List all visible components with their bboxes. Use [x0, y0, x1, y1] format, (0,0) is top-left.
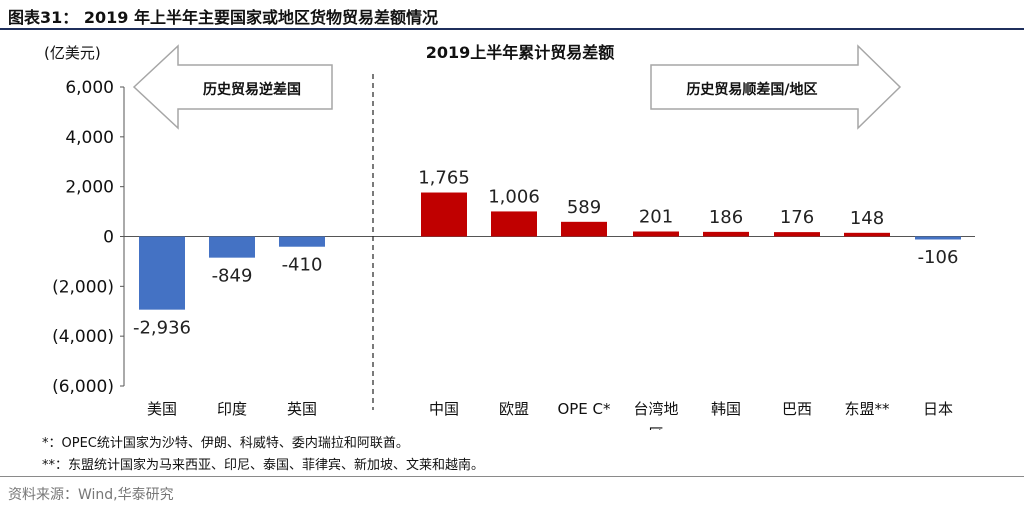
bar-日本: [915, 236, 961, 240]
value-label: 176: [780, 207, 814, 228]
surplus-group-label: 历史贸易顺差国/地区: [686, 81, 817, 98]
value-label: -106: [918, 247, 959, 268]
y-tick-label: 6,000: [65, 78, 114, 98]
footnote-asean: **：东盟统计国家为马来西亚、印尼、泰国、菲律宾、新加坡、文莱和越南。: [42, 458, 485, 473]
value-label: -410: [282, 255, 323, 276]
y-tick-label: 4,000: [65, 128, 114, 148]
category-label: 巴西: [782, 400, 812, 418]
bar-巴西: [774, 232, 820, 237]
bar-欧盟: [491, 211, 537, 237]
bar-中国: [421, 192, 467, 237]
figure-title-bar: 图表31： 2019 年上半年主要国家或地区货物贸易差额情况: [0, 0, 1024, 30]
source-divider: [0, 476, 1024, 477]
y-tick-label: (6,000): [52, 377, 114, 397]
surplus-group-arrow: [650, 44, 902, 130]
chart-title: 2019上半年累计贸易差额: [426, 43, 615, 62]
bar-OPEC*: [561, 221, 607, 237]
category-label: 欧盟: [499, 400, 529, 418]
value-label: 186: [709, 207, 743, 228]
bar-印度: [209, 236, 255, 258]
y-axis-label: (亿美元): [44, 44, 101, 62]
category-label: 美国: [147, 400, 177, 418]
category-label: 印度: [217, 400, 247, 418]
bar-韩国: [703, 231, 749, 237]
value-label: 1,006: [488, 186, 540, 207]
value-label: 1,765: [418, 168, 470, 189]
bar-英国: [279, 236, 325, 247]
category-label: OPE C*: [557, 400, 611, 418]
deficit-group-label: 历史贸易逆差国: [203, 81, 301, 98]
deficit-group-arrow: [132, 44, 333, 130]
category-label: 英国: [287, 400, 317, 418]
trade-balance-chart: 历史贸易逆差国 历史贸易顺差国/地区 (亿美元) 2019上半年累计贸易差额 6,…: [44, 43, 975, 430]
category-label: 台湾地: [633, 400, 678, 418]
footnote-opec: *：OPEC统计国家为沙特、伊朗、科威特、委内瑞拉和阿联酋。: [42, 436, 409, 451]
bar-美国: [139, 236, 185, 310]
value-label: 589: [567, 197, 601, 218]
value-label: 201: [639, 206, 673, 227]
category-label: 区: [648, 425, 663, 430]
category-label: 日本: [923, 400, 953, 418]
category-label: 东盟**: [844, 400, 890, 418]
category-label: 中国: [429, 400, 459, 418]
bar-东盟**: [844, 232, 890, 237]
value-label: 148: [850, 208, 884, 229]
source-text: 资料来源：Wind,华泰研究: [8, 487, 174, 503]
value-label: -2,936: [133, 318, 191, 339]
y-tick-label: 0: [103, 228, 114, 248]
value-label: -849: [212, 266, 253, 287]
y-tick-label: (4,000): [52, 327, 114, 347]
figure-title: 图表31： 2019 年上半年主要国家或地区货物贸易差额情况: [8, 8, 438, 27]
bar-台湾地区: [633, 231, 679, 237]
y-tick-label: 2,000: [65, 178, 114, 198]
category-label: 韩国: [711, 400, 741, 418]
y-tick-label: (2,000): [52, 277, 114, 297]
